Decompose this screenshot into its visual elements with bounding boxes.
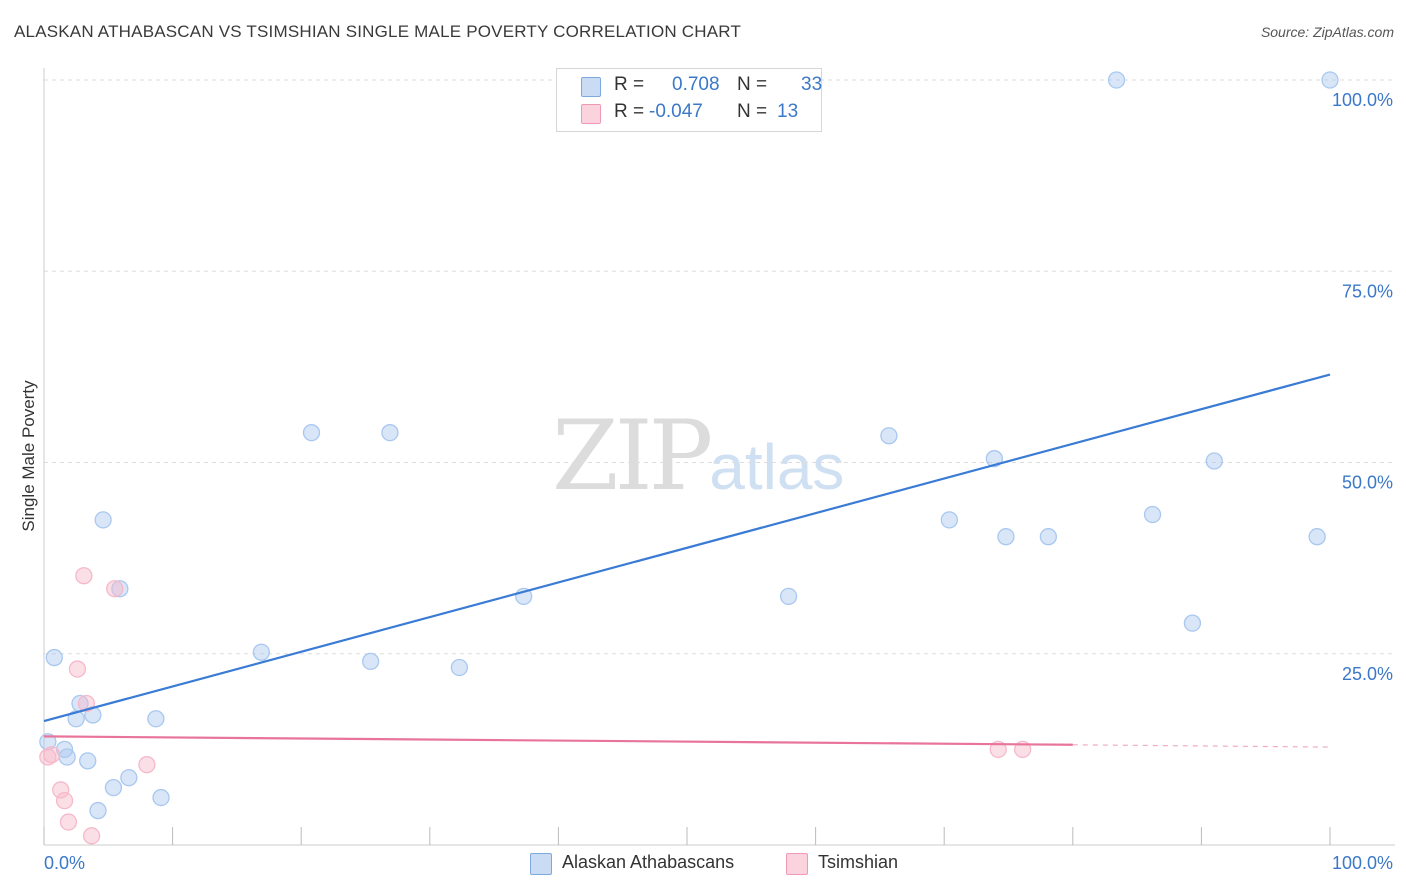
athabascan-point (147, 710, 165, 728)
athabascan-point (89, 801, 107, 820)
athabascan-point (104, 778, 123, 797)
tsimshian-point (106, 580, 124, 598)
athabascan-point (152, 788, 170, 807)
correlation-legend: R = 0.708 N = 33 R = -0.047 N = 13 (556, 68, 822, 132)
bottom-swatch-athabascan (530, 853, 552, 875)
legend-r-label: R = (614, 74, 645, 95)
y-axis-label: Single Male Poverty (19, 380, 38, 532)
bottom-swatch-tsimshian (786, 853, 808, 875)
athabascan-point (940, 511, 958, 529)
legend-n-value: 13 (777, 101, 799, 122)
athabascan-point (302, 424, 321, 442)
athabascan-point (39, 733, 57, 751)
athabascan-point (58, 748, 76, 766)
athabascan-point (45, 648, 63, 667)
athabascan-point (252, 643, 270, 661)
athabascan-point (1183, 614, 1202, 632)
tsimshian-point (82, 827, 101, 845)
athabascan-point (880, 427, 898, 445)
athabascan-point (1321, 71, 1339, 89)
athabascan-point (120, 769, 138, 787)
legend-n-value: 33 (801, 74, 823, 95)
athabascan-point (779, 587, 798, 606)
bottom-legend-label: Tsimshian (818, 852, 899, 872)
tsimshian-point (43, 746, 61, 764)
y-tick-label: 25.0% (1342, 664, 1393, 684)
legend-swatch-athabascan (581, 77, 601, 97)
tsimshian-trendline-extension (1072, 744, 1331, 748)
legend-r-value: 0.708 (672, 74, 720, 95)
y-tick-label: 100.0% (1332, 90, 1393, 110)
tsimshian-point (55, 791, 74, 810)
tsimshian-point (68, 660, 87, 678)
x-tick-label: 0.0% (44, 853, 85, 873)
athabascan-point (381, 424, 399, 442)
athabascan-point (361, 652, 380, 671)
tsimshian-point (989, 740, 1007, 759)
x-tick-label: 100.0% (1332, 853, 1393, 873)
legend-n-label: N = (737, 101, 768, 122)
tsimshian-point (52, 781, 70, 799)
athabascan-point (1308, 528, 1326, 546)
tsimshian-point (75, 567, 93, 585)
athabascan-point (1143, 505, 1162, 524)
athabascan-point (985, 450, 1004, 468)
watermark: ZIPatlas (552, 400, 845, 512)
tsimshian-point (59, 813, 78, 831)
y-tick-label: 75.0% (1342, 281, 1393, 301)
legend-r-label: R = (614, 101, 645, 122)
athabascan-point (1205, 452, 1223, 470)
tsimshian-trendline (43, 735, 1073, 746)
source-credit: Source: ZipAtlas.com (1260, 24, 1394, 40)
athabascan-trendline (43, 373, 1331, 723)
bottom-legend-label: Alaskan Athabascans (562, 852, 735, 872)
tsimshian-point (138, 756, 156, 774)
athabascan-point (1039, 528, 1058, 546)
y-tick-label: 50.0% (1342, 473, 1393, 493)
athabascan-point (997, 528, 1015, 546)
legend-r-value: -0.047 (649, 101, 703, 122)
athabascan-point (79, 752, 97, 770)
athabascan-point (450, 658, 469, 677)
chart-title: ALASKAN ATHABASCAN VS TSIMSHIAN SINGLE M… (14, 22, 742, 41)
athabascan-point (1107, 71, 1126, 89)
athabascan-point (111, 580, 129, 598)
legend-n-label: N = (737, 74, 768, 95)
athabascan-point (94, 511, 112, 529)
legend-swatch-tsimshian (581, 104, 601, 124)
